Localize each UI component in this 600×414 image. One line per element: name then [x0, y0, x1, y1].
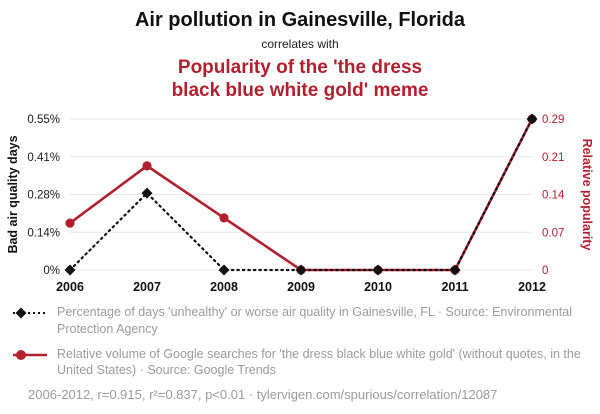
chart-header: Air pollution in Gainesville, Florida co…	[0, 9, 600, 102]
legend-label-google-trends: Relative volume of Google searches for '…	[57, 346, 581, 378]
secondary-title-line2: black blue white gold' meme	[171, 80, 429, 102]
data-point-diamond	[295, 264, 307, 276]
right-axis-tick-label: 0.07	[542, 228, 564, 240]
x-axis-tick-label: 2006	[56, 280, 84, 294]
x-axis-tick-label: 2008	[210, 280, 238, 294]
left-axis-tick-label: 0.28%	[27, 190, 60, 202]
right-axis-tick-label: 0.21	[542, 152, 564, 164]
x-axis-tick-label: 2012	[518, 280, 546, 294]
right-axis-tick-label: 0	[542, 265, 548, 277]
legend-item-air-quality: Percentage of days 'unhealthy' or worse …	[12, 304, 586, 337]
x-axis-tick-label: 2009	[287, 280, 315, 294]
legend-item-google-trends: Relative volume of Google searches for '…	[12, 346, 586, 379]
left-axis-tick-label: 0.41%	[27, 152, 60, 164]
data-point-diamond	[218, 264, 230, 276]
page-title: Air pollution in Gainesville, Florida	[134, 9, 466, 31]
data-point-diamond	[526, 113, 538, 125]
right-axis-label: Relative popularity	[580, 139, 594, 251]
right-axis-tick-label: 0.14	[542, 190, 565, 202]
legend-label-air-quality: Percentage of days 'unhealthy' or worse …	[57, 305, 572, 336]
x-axis-tick-label: 2007	[133, 280, 161, 294]
x-axis-tick-label: 2011	[441, 280, 468, 294]
data-point-circle	[219, 213, 229, 223]
chart-legend: Percentage of days 'unhealthy' or worse …	[0, 296, 600, 378]
left-axis-tick-label: 0%	[43, 265, 60, 277]
data-point-circle	[65, 218, 75, 229]
red-circle-solid-line-icon	[13, 349, 47, 360]
correlates-with-label: correlates with	[261, 37, 339, 51]
left-axis-label: Bad air quality days	[6, 136, 20, 254]
data-point-diamond	[449, 264, 461, 276]
left-axis-tick-label: 0.14%	[27, 228, 60, 240]
secondary-title-line1: Popularity of the 'the dress	[177, 57, 423, 78]
x-axis-tick-label: 2010	[364, 280, 392, 294]
footer-stats: 2006-2012, r=0.915, r²=0.837, p<0.01 · t…	[28, 387, 498, 403]
left-axis-tick-label: 0.55%	[27, 114, 60, 126]
right-axis-tick-label: 0.29	[542, 114, 564, 126]
data-point-circle	[142, 161, 152, 171]
data-point-diamond	[141, 187, 153, 199]
black-diamond-dotted-line-icon	[13, 307, 47, 319]
dual-axis-line-chart: 0% 0 0.14% 0.07 0.28% 0.14 0.41% 0.21 0.55% 0.29 2…	[6, 113, 594, 294]
data-point-diamond	[64, 264, 76, 276]
secondary-title: Popularity of the 'the dress black blue …	[0, 56, 600, 102]
data-point-diamond	[372, 264, 384, 276]
